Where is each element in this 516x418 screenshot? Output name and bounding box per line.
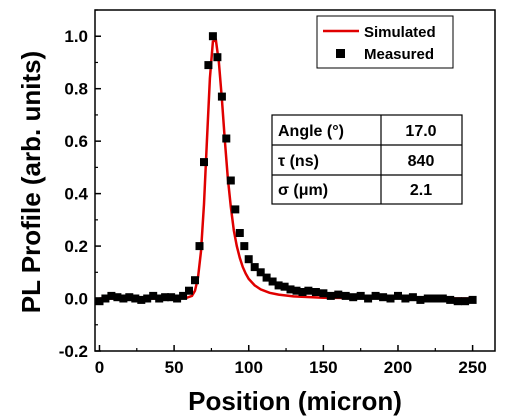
table-row-angle-value: 17.0 (405, 123, 436, 140)
y-tick-label: 1.0 (64, 27, 88, 46)
measured-point (256, 268, 265, 277)
measured-point (292, 286, 301, 295)
measured-point (371, 291, 380, 300)
legend-box (316, 15, 454, 69)
measured-point (468, 295, 477, 304)
measured-point (416, 295, 425, 304)
measured-point (217, 92, 226, 101)
measured-point (131, 294, 140, 303)
measured-point (379, 293, 388, 302)
measured-point (119, 294, 128, 303)
measured-point (268, 277, 277, 286)
measured-point (155, 294, 164, 303)
measured-point (213, 53, 222, 62)
measured-point (125, 293, 134, 302)
table-frame (271, 114, 463, 205)
x-axis-title: Position (micron) (188, 386, 402, 416)
measured-point (204, 61, 213, 70)
measured-point (226, 176, 235, 185)
y-tick-label: -0.2 (59, 342, 88, 361)
measured-point (401, 294, 410, 303)
y-tick-label: 0.4 (64, 185, 88, 204)
measured-point (149, 291, 158, 300)
table-row-tau-value: 840 (408, 153, 435, 170)
measured-point (208, 32, 217, 41)
legend-measured-swatch (336, 49, 345, 58)
measured-point (274, 281, 283, 290)
table-row-angle-label: Angle (°) (278, 123, 344, 140)
x-tick-label: 0 (95, 358, 104, 377)
measured-point (280, 282, 289, 291)
measured-point (319, 289, 328, 298)
table-row-tau-label: τ (ns) (278, 153, 319, 170)
y-tick-label: 0.8 (64, 80, 88, 99)
legend: Simulated Measured (316, 15, 454, 69)
measured-point (356, 291, 365, 300)
measured-point (461, 297, 470, 306)
measured-point (386, 294, 395, 303)
measured-point (364, 294, 373, 303)
table-row-sigma-label: σ (μm) (278, 182, 328, 199)
measured-point (453, 297, 462, 306)
legend-measured-label: Measured (364, 46, 434, 63)
plot-frame (94, 9, 496, 352)
x-axis: 0 50 100 150 200 250 (95, 345, 487, 377)
measured-point (423, 294, 432, 303)
measured-point (173, 294, 182, 303)
measured-point (438, 294, 447, 303)
measured-point (137, 295, 146, 304)
measured-point (200, 158, 208, 167)
measured-point (143, 294, 152, 303)
measured-point (222, 134, 231, 143)
measured-point (326, 291, 335, 300)
measured-point (431, 294, 440, 303)
measured-point (304, 286, 313, 295)
measured-point (101, 294, 110, 303)
x-tick-label: 100 (235, 358, 263, 377)
measured-series (95, 32, 477, 306)
measured-point (240, 242, 249, 251)
measured-point (244, 255, 253, 264)
table-row-sigma-value: 2.1 (410, 182, 432, 199)
measured-point (394, 291, 402, 300)
y-tick-label: 0.2 (64, 237, 88, 256)
measured-point (408, 293, 417, 302)
measured-point (311, 288, 320, 296)
y-tick-label: 0.6 (64, 132, 88, 151)
measured-point (191, 276, 199, 285)
measured-point (334, 290, 343, 299)
parameter-table: Angle (°) 17.0 τ (ns) 840 σ (μm) 2.1 (271, 114, 463, 205)
measured-point (185, 286, 193, 295)
measured-point (446, 295, 455, 304)
measured-point (286, 285, 295, 294)
measured-point (349, 293, 358, 302)
measured-point (161, 293, 170, 302)
measured-point (298, 288, 307, 296)
measured-point (341, 291, 350, 300)
measured-point (195, 242, 204, 251)
measured-point (250, 263, 259, 272)
y-axis-title: PL Profile (arb. units) (16, 51, 46, 313)
y-axis: -0.2 0.0 0.2 0.4 0.6 0.8 1.0 (59, 9, 101, 361)
measured-point (231, 205, 240, 214)
x-tick-label: 200 (384, 358, 412, 377)
measured-point (113, 293, 122, 302)
x-tick-label: 50 (165, 358, 184, 377)
x-tick-label: 250 (458, 358, 486, 377)
measured-point (107, 291, 116, 300)
measured-point (262, 273, 271, 282)
measured-point (167, 293, 176, 302)
y-tick-label: 0.0 (64, 290, 88, 309)
x-tick-label: 150 (309, 358, 337, 377)
measured-point (95, 297, 104, 306)
measured-point (179, 291, 188, 300)
legend-simulated-label: Simulated (364, 24, 436, 41)
measured-point (235, 229, 244, 237)
